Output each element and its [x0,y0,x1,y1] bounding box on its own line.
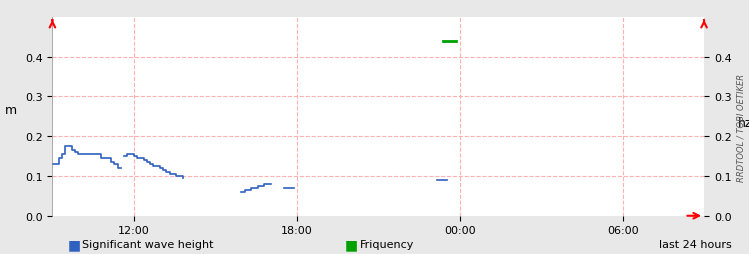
Text: RRDTOOL / TOBI OETIKER: RRDTOOL / TOBI OETIKER [736,73,745,181]
Text: ■: ■ [345,237,358,251]
Text: last 24 hours: last 24 hours [659,239,732,249]
Y-axis label: hz: hz [739,117,749,130]
Text: Friquency: Friquency [360,239,414,249]
Text: ■: ■ [67,237,81,251]
Y-axis label: m: m [5,104,17,117]
Text: Significant wave height: Significant wave height [82,239,214,249]
